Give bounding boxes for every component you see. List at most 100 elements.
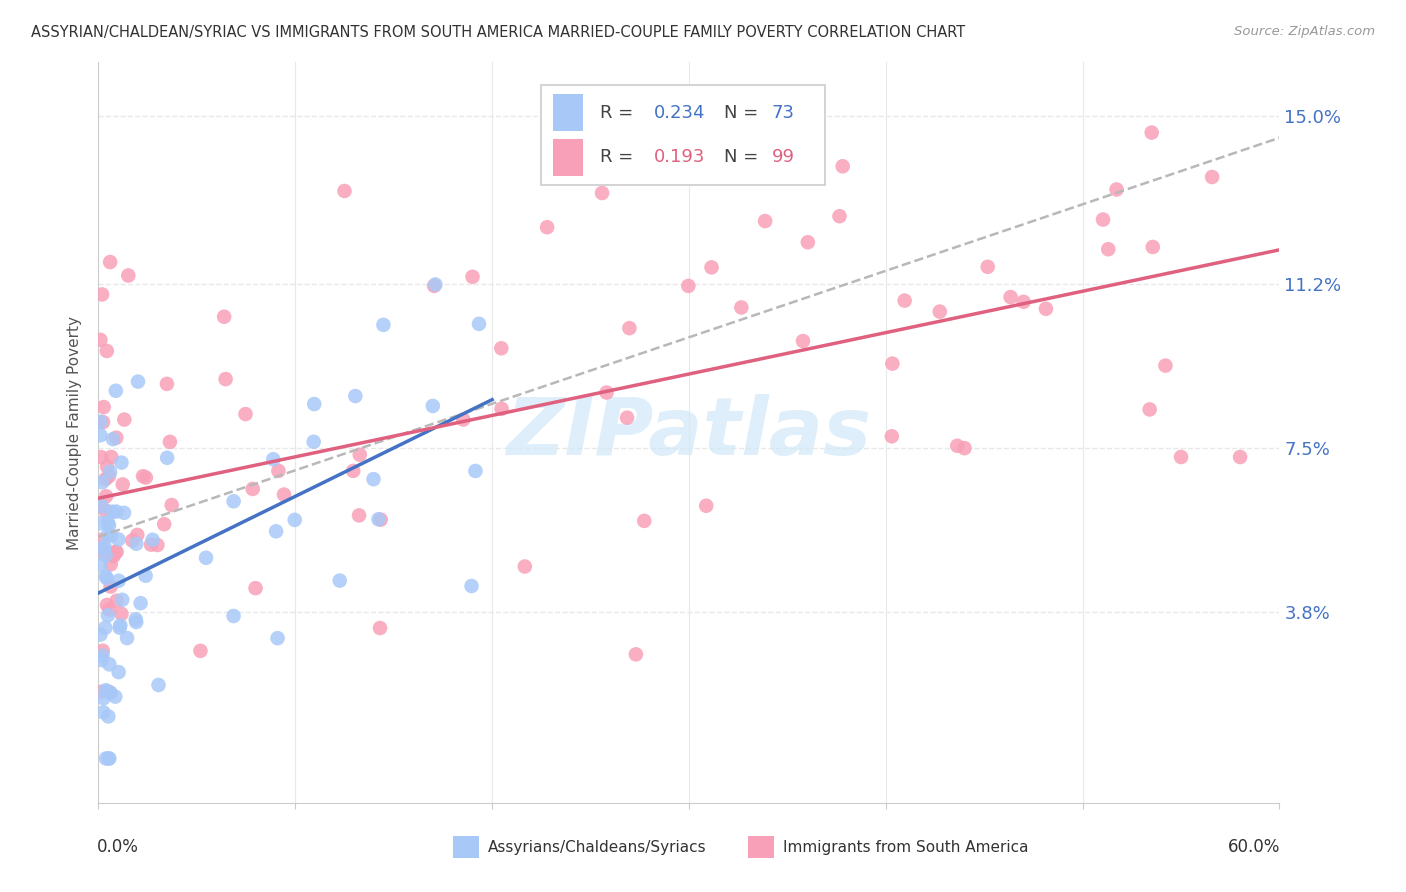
Point bbox=[90, 558, 112, 572]
Point bbox=[107, 574, 129, 588]
Point bbox=[195, 550, 218, 565]
Point bbox=[97, 751, 120, 765]
Point bbox=[94, 549, 117, 563]
Point bbox=[135, 470, 157, 484]
Point bbox=[105, 545, 128, 559]
Text: R =: R = bbox=[600, 103, 634, 122]
Text: Assyrians/Chaldeans/Syriacs: Assyrians/Chaldeans/Syriacs bbox=[488, 839, 707, 855]
Point bbox=[105, 431, 128, 445]
Text: 0.234: 0.234 bbox=[654, 103, 704, 122]
Point bbox=[222, 609, 245, 624]
Point bbox=[1201, 169, 1223, 184]
Point bbox=[90, 450, 112, 464]
Point bbox=[91, 475, 114, 490]
Bar bbox=[553, 138, 582, 176]
Point bbox=[89, 428, 111, 442]
Point bbox=[1012, 294, 1035, 309]
Point bbox=[100, 528, 122, 542]
Point bbox=[425, 277, 447, 292]
Text: 0.193: 0.193 bbox=[654, 148, 704, 166]
Point bbox=[98, 685, 121, 699]
Point bbox=[159, 434, 181, 449]
Point bbox=[94, 472, 117, 486]
Point bbox=[98, 255, 121, 269]
Point bbox=[1142, 240, 1164, 254]
Bar bbox=[553, 95, 582, 131]
Point bbox=[90, 653, 112, 667]
Point bbox=[89, 516, 111, 531]
Point bbox=[156, 376, 179, 391]
Point bbox=[127, 528, 149, 542]
Point bbox=[89, 333, 111, 347]
Point bbox=[89, 498, 111, 512]
Text: ASSYRIAN/CHALDEAN/SYRIAC VS IMMIGRANTS FROM SOUTH AMERICA MARRIED-COUPLE FAMILY : ASSYRIAN/CHALDEAN/SYRIAC VS IMMIGRANTS F… bbox=[31, 25, 965, 40]
Point bbox=[104, 545, 127, 559]
Point bbox=[96, 459, 118, 474]
Point bbox=[1170, 450, 1192, 464]
Point bbox=[100, 450, 122, 464]
Point bbox=[1139, 402, 1161, 417]
Point bbox=[349, 448, 371, 462]
Point bbox=[976, 260, 998, 274]
Point bbox=[342, 464, 364, 478]
Point bbox=[329, 574, 352, 588]
Point bbox=[98, 602, 121, 616]
Point bbox=[100, 558, 122, 572]
Point bbox=[461, 269, 484, 284]
Point bbox=[700, 260, 723, 275]
Point bbox=[148, 678, 170, 692]
Point bbox=[125, 615, 148, 629]
Point bbox=[96, 571, 118, 585]
Point bbox=[121, 533, 143, 548]
Point bbox=[97, 608, 120, 623]
Point bbox=[89, 415, 111, 429]
Point bbox=[344, 389, 367, 403]
Point bbox=[97, 515, 120, 529]
Point bbox=[101, 432, 124, 446]
Point bbox=[112, 506, 135, 520]
Point bbox=[373, 318, 395, 332]
Point bbox=[91, 415, 114, 429]
Point bbox=[111, 477, 134, 491]
Point bbox=[333, 184, 356, 198]
Point bbox=[1092, 212, 1115, 227]
Point bbox=[928, 304, 950, 318]
Point bbox=[127, 375, 149, 389]
Point bbox=[115, 631, 138, 645]
Point bbox=[423, 278, 446, 293]
Text: Source: ZipAtlas.com: Source: ZipAtlas.com bbox=[1234, 25, 1375, 38]
Point bbox=[284, 513, 307, 527]
Point bbox=[266, 631, 288, 645]
Point bbox=[110, 607, 132, 621]
Point bbox=[107, 533, 129, 547]
Point bbox=[245, 581, 267, 595]
Point bbox=[96, 684, 118, 698]
Text: 60.0%: 60.0% bbox=[1229, 838, 1281, 856]
Text: 0.0%: 0.0% bbox=[97, 838, 139, 856]
Point bbox=[619, 321, 641, 335]
Point bbox=[831, 159, 853, 173]
Point bbox=[94, 683, 117, 698]
Point bbox=[94, 569, 117, 583]
Point bbox=[93, 541, 115, 556]
Point bbox=[94, 503, 117, 517]
Point bbox=[90, 533, 112, 547]
Point bbox=[94, 489, 117, 503]
Point bbox=[1097, 242, 1119, 256]
Point bbox=[513, 559, 536, 574]
Point bbox=[946, 439, 969, 453]
Point bbox=[98, 465, 121, 479]
Point bbox=[880, 429, 903, 443]
Point bbox=[91, 644, 114, 658]
Point bbox=[422, 399, 444, 413]
Point bbox=[262, 452, 284, 467]
Point bbox=[93, 539, 115, 553]
Point bbox=[104, 384, 127, 398]
Text: N =: N = bbox=[724, 103, 759, 122]
Point bbox=[242, 482, 264, 496]
Point bbox=[89, 685, 111, 699]
Point bbox=[235, 407, 257, 421]
Point bbox=[828, 209, 851, 223]
Point bbox=[363, 472, 385, 486]
Point bbox=[468, 317, 491, 331]
